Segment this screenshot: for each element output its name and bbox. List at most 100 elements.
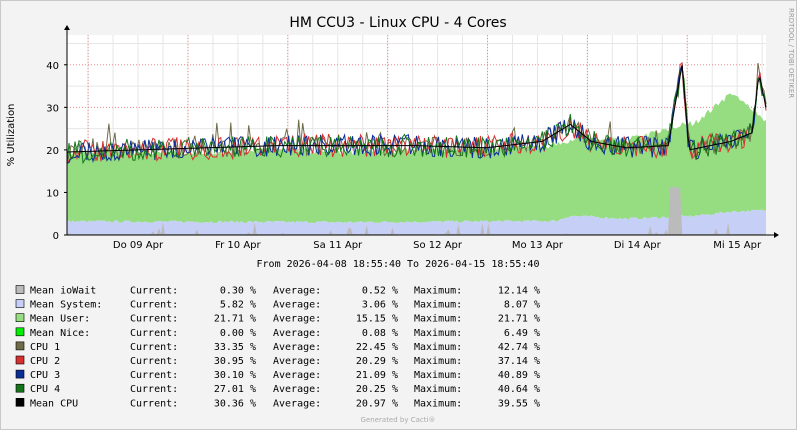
y-tick-label: 20 (46, 146, 59, 157)
legend-text: Current: (130, 384, 178, 395)
legend-text: 0.08 % (362, 328, 398, 339)
cpu-lines (66, 61, 767, 165)
legend-text: 33.35 % (214, 342, 256, 353)
legend-text: 40.64 % (498, 384, 540, 395)
y-axis-label: % Utilization (6, 104, 17, 167)
legend-text: 12.14 % (498, 286, 540, 297)
x-tick-label: So 12 Apr (413, 240, 463, 251)
legend-text: 15.15 % (356, 314, 398, 325)
legend-text: 5.82 % (220, 300, 256, 311)
x-tick-label: Di 14 Apr (614, 240, 662, 251)
axes (64, 25, 779, 238)
legend-text: Mean ioWait (30, 286, 96, 297)
time-range: From 2026-04-08 18:55:40 To 2026-04-15 1… (257, 259, 540, 270)
legend-text: Current: (130, 300, 178, 311)
x-tick-label: Mo 13 Apr (512, 240, 564, 251)
y-tick-label: 40 (46, 61, 59, 72)
legend-text: 6.49 % (504, 328, 540, 339)
legend-text: 20.29 % (356, 356, 398, 367)
cpu2-swatch (15, 355, 25, 365)
legend-text: Average: (273, 398, 321, 409)
legend-text: Maximum: (414, 398, 462, 409)
legend-text: 20.97 % (356, 398, 398, 409)
legend-text: 21.71 % (498, 314, 540, 325)
rrdtool-credit: RRDTOOL / TOBI OETIKER (787, 8, 795, 98)
legend-text: Maximum: (414, 384, 462, 395)
legend-text: 30.95 % (214, 356, 256, 367)
y-axis-arrow (64, 25, 70, 30)
x-tick-label: Sa 11 Apr (313, 240, 363, 251)
user-area (67, 93, 766, 224)
legend-text: Mean System: (30, 300, 102, 311)
user-swatch (15, 313, 25, 323)
legend-text: CPU 1 (30, 342, 60, 353)
legend-text: Maximum: (414, 328, 462, 339)
iowait-swatch (15, 285, 25, 294)
legend-text: Average: (273, 328, 321, 339)
footer-credit: Generated by Cacti® (361, 416, 436, 424)
legend-text: Average: (273, 300, 321, 311)
area-series (67, 93, 766, 235)
legend-text: Mean Nice: (30, 328, 90, 339)
cpu3-line (66, 65, 767, 164)
cpu3-swatch (15, 369, 25, 379)
legend-text: 42.74 % (498, 342, 540, 353)
legend-text: Maximum: (414, 314, 462, 325)
legend-text: 21.09 % (356, 370, 398, 381)
x-tick-label: Fr 10 Apr (215, 240, 261, 251)
legend-text: CPU 3 (30, 370, 60, 381)
legend: Mean ioWait Current: 0.30 % Average: 0.52 % M… (15, 285, 540, 409)
legend-text: 30.36 % (214, 398, 256, 409)
legend-text: 37.14 % (498, 356, 540, 367)
legend-text: Maximum: (414, 286, 462, 297)
legend-text: 21.71 % (214, 314, 256, 325)
legend-text: Current: (130, 286, 178, 297)
legend-text: Average: (273, 370, 321, 381)
x-tick-label: Mi 15 Apr (713, 240, 762, 251)
legend-text: 40.89 % (498, 370, 540, 381)
chart-title: HM CCU3 - Linux CPU - 4 Cores (289, 15, 506, 31)
legend-text: Maximum: (414, 370, 462, 381)
nice-swatch (15, 327, 25, 337)
tick-labels: 0 10 20 30 40 Do 09 Apr Fr 10 Apr Sa 11 Apr So 1… (46, 61, 762, 251)
legend-text: Current: (130, 370, 178, 381)
cpu4-swatch (15, 383, 25, 393)
x-tick-label: Do 09 Apr (113, 240, 164, 251)
legend-text: CPU 2 (30, 356, 60, 367)
system-swatch (15, 299, 25, 308)
legend-text: 22.45 % (356, 342, 398, 353)
legend-text: Maximum: (414, 300, 462, 311)
legend-text: Average: (273, 384, 321, 395)
legend-text: Current: (130, 342, 178, 353)
legend-text: Current: (130, 328, 178, 339)
legend-text: Maximum: (414, 342, 462, 353)
legend-text: Average: (273, 286, 321, 297)
legend-text: Average: (273, 342, 321, 353)
legend-text: 0.30 % (220, 286, 256, 297)
legend-text: 27.01 % (214, 384, 256, 395)
legend-text: Average: (273, 314, 321, 325)
legend-text: Average: (273, 356, 321, 367)
legend-text: 0.00 % (220, 328, 256, 339)
cpu4-line (66, 67, 767, 165)
legend-text: 39.55 % (498, 398, 540, 409)
mean-swatch (15, 397, 25, 407)
legend-text: 20.25 % (356, 384, 398, 395)
legend-text: 0.52 % (362, 286, 398, 297)
legend-text: 30.10 % (214, 370, 256, 381)
legend-text: Mean CPU (30, 398, 78, 409)
mean-cpu-line (67, 64, 767, 153)
legend-text: Mean User: (30, 314, 90, 325)
cpu1-swatch (15, 341, 25, 351)
legend-text: CPU 4 (30, 384, 60, 395)
y-tick-label: 0 (53, 231, 59, 242)
legend-text: Current: (130, 356, 178, 367)
x-axis-arrow (774, 232, 779, 238)
legend-text: Current: (130, 398, 178, 409)
legend-text: Maximum: (414, 356, 462, 367)
y-tick-label: 10 (46, 188, 59, 199)
legend-text: 8.07 % (504, 300, 540, 311)
y-tick-label: 30 (46, 103, 59, 114)
legend-text: Current: (130, 314, 178, 325)
